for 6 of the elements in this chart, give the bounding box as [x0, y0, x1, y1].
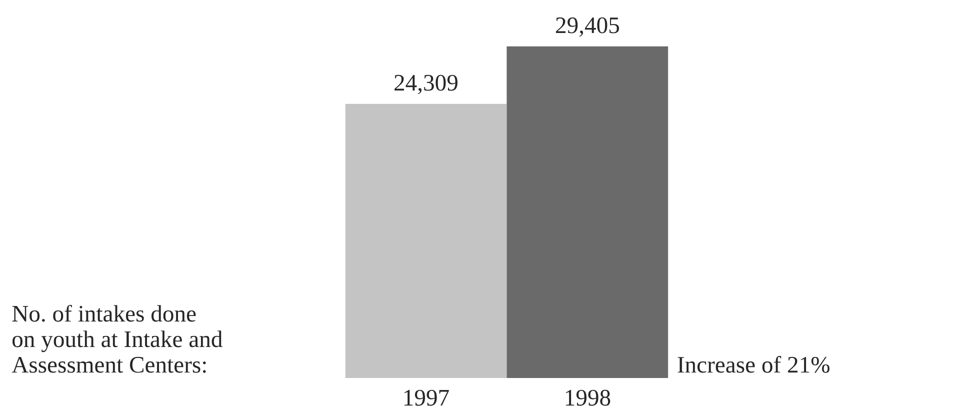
x-tick-label: 1998	[566, 390, 610, 406]
text: No. of intakes done on youth at Intake and Assessment Centers:	[12, 304, 222, 373]
data-label: 29,405	[556, 17, 619, 37]
text: Increase of 21%	[678, 356, 830, 373]
data-label: 24,309	[394, 74, 458, 94]
x-tick-label: 1997	[404, 390, 449, 406]
